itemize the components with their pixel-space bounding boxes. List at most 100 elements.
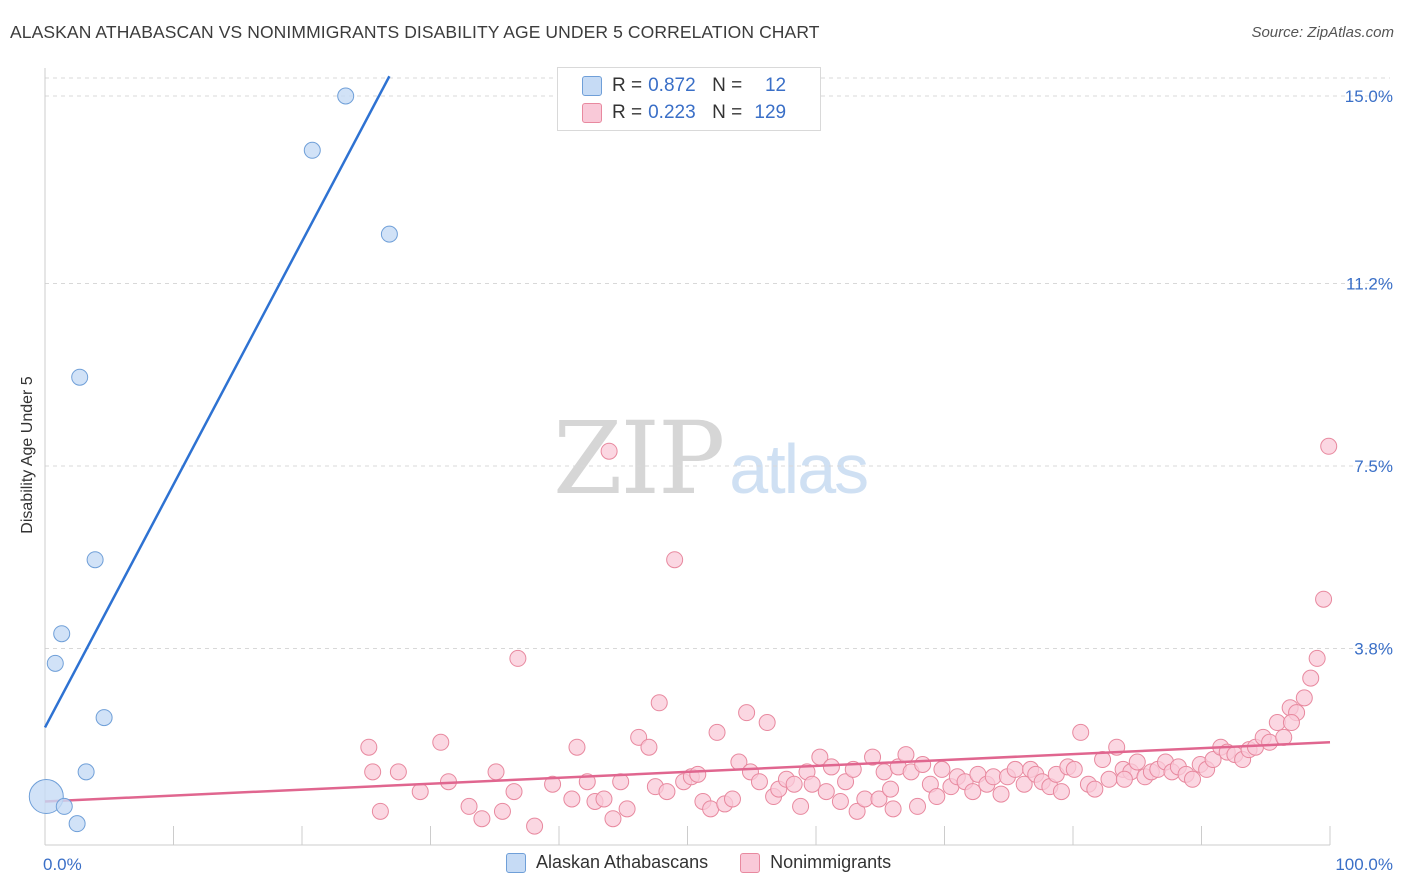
bottom-legend-label: Nonimmigrants (770, 852, 892, 872)
nonimmigrants-point (1006, 760, 1024, 778)
nonimmigrants-point (785, 775, 803, 793)
nonimmigrants-point (822, 758, 840, 776)
nonimmigrants-point (992, 785, 1010, 803)
bottom-legend: Alaskan Athabascans Nonimmigrants (506, 852, 923, 873)
nonimmigrants-point (1128, 753, 1146, 771)
nonimmigrants-point (666, 551, 684, 569)
nonimmigrants-point (432, 733, 450, 751)
nonimmigrants-point (1315, 590, 1333, 608)
nonimmigrants-point (1184, 770, 1202, 788)
athabascans-point (337, 87, 355, 105)
y-tick-label: 7.5% (1354, 457, 1393, 476)
bottom-legend-swatch-pink (740, 852, 761, 873)
nonimmigrants-point (595, 790, 613, 808)
nonimmigrants-point (1282, 714, 1300, 732)
nonimmigrants-point (505, 783, 523, 801)
nonimmigrants-point (563, 790, 581, 808)
nonimmigrants-point (750, 773, 768, 791)
source-label: Source: ZipAtlas.com (1251, 24, 1394, 41)
nonimmigrants-point (1302, 669, 1320, 687)
nonimmigrants-point (1072, 723, 1090, 741)
nonimmigrants-point (1015, 775, 1033, 793)
y-tick-label: 3.8% (1354, 640, 1393, 659)
athabascans-point (77, 763, 95, 781)
legend-n-label: N = (712, 102, 743, 123)
nonimmigrants-point (1086, 780, 1104, 798)
nonimmigrants-point (708, 723, 726, 741)
nonimmigrants-point (568, 738, 586, 756)
nonimmigrants-point (1065, 760, 1083, 778)
nonimmigrants-point (1320, 437, 1338, 455)
nonimmigrants-point (460, 797, 478, 815)
nonimmigrants-point (618, 800, 636, 818)
bottom-legend-nonimmigrants: Nonimmigrants (740, 852, 891, 873)
nonimmigrants-point (640, 738, 658, 756)
nonimmigrants-point (1052, 783, 1070, 801)
nonimmigrants-point (493, 802, 511, 820)
nonimmigrants-point (1100, 770, 1118, 788)
nonimmigrants-point (1261, 733, 1279, 751)
nonimmigrants-point (897, 746, 915, 764)
nonimmigrants-point (884, 800, 902, 818)
nonimmigrants-point (600, 442, 618, 460)
nonimmigrants-point (848, 802, 866, 820)
nonimmigrants-point (864, 748, 882, 766)
legend-r-label: R = (612, 75, 643, 96)
nonimmigrants-point (389, 763, 407, 781)
nonimmigrants-point (870, 790, 888, 808)
nonimmigrants-point (360, 738, 378, 756)
legend-n-label: N = (712, 75, 743, 96)
nonimmigrants-point (909, 797, 927, 815)
nonimmigrants-point (544, 775, 562, 793)
nonimmigrants-point (928, 788, 946, 806)
legend-box: R = 0.872 N = 12 R = 0.223 N = 129 (557, 67, 821, 131)
bottom-legend-swatch-blue (506, 852, 526, 873)
x-tick-label-min: 0.0% (43, 855, 82, 874)
athabascans-point (380, 225, 398, 243)
legend-r-label: R = (612, 102, 643, 123)
nonimmigrants-point (689, 765, 707, 783)
legend-swatch-pink (582, 103, 602, 123)
nonimmigrants-point (411, 783, 429, 801)
nonimmigrants-point (371, 802, 389, 820)
nonimmigrants-point (856, 790, 874, 808)
nonimmigrants-point (1268, 714, 1286, 732)
y-tick-label: 15.0% (1345, 87, 1393, 106)
x-tick-label-max: 100.0% (1335, 855, 1393, 874)
nonimmigrants-point (831, 792, 849, 810)
bottom-legend-athabascans: Alaskan Athabascans (506, 852, 708, 873)
nonimmigrants-point (933, 760, 951, 778)
nonimmigrants-point (1295, 689, 1313, 707)
nonimmigrants-point (723, 790, 741, 808)
nonimmigrants-point (1204, 751, 1222, 769)
nonimmigrants-point (837, 773, 855, 791)
athabascans-trendline (43, 75, 391, 729)
athabascans-point (95, 709, 113, 727)
athabascans-point (55, 797, 73, 815)
nonimmigrants-point (658, 783, 676, 801)
nonimmigrants-point (984, 768, 1002, 786)
legend-r-value: 0.872 (648, 75, 696, 96)
athabascans-point (71, 368, 89, 386)
athabascans-point (53, 625, 71, 643)
y-tick-label: 11.2% (1346, 274, 1393, 293)
athabascans-point (68, 815, 86, 833)
legend-n-value: 129 (754, 102, 787, 123)
legend-row-nonimmigrants: R = 0.223 N = 129 (582, 100, 786, 126)
nonimmigrants-point (1308, 649, 1326, 667)
nonimmigrants-point (758, 714, 776, 732)
legend-n-value: 12 (764, 75, 787, 96)
nonimmigrants-point (650, 694, 668, 712)
legend-swatch-blue (582, 76, 602, 96)
nonimmigrants-point (473, 810, 491, 828)
legend-r-value: 0.223 (648, 102, 696, 123)
chart-title: ALASKAN ATHABASCAN VS NONIMMIGRANTS DISA… (10, 22, 820, 42)
athabascans-point (86, 551, 104, 569)
nonimmigrants-point (604, 810, 622, 828)
nonimmigrants-trendline (44, 741, 1331, 803)
nonimmigrants-point (964, 783, 982, 801)
nonimmigrants-point (792, 797, 810, 815)
nonimmigrants-point (817, 783, 835, 801)
nonimmigrants-point (526, 817, 544, 835)
